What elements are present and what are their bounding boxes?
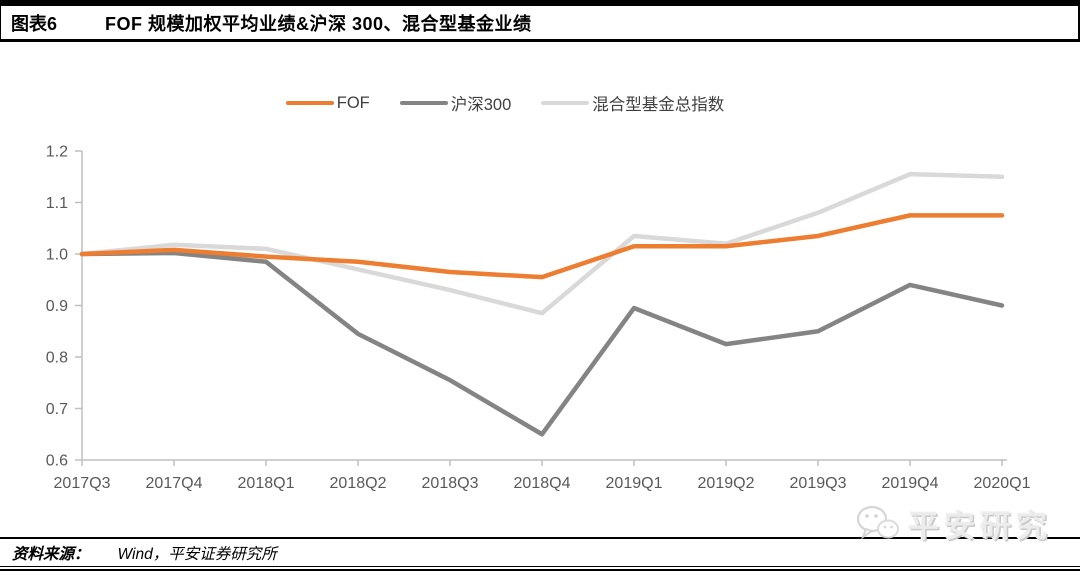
bottom-double-rule	[0, 566, 1080, 571]
watermark-text: 平安研究	[908, 509, 1052, 544]
figure-header: 图表6 FOF 规模加权平均业绩&沪深 300、混合型基金业绩	[0, 0, 1080, 42]
legend-label-hybrid: 混合型基金总指数	[592, 96, 725, 114]
legend-item-fof: FOF	[285, 93, 370, 113]
svg-text:2019Q3: 2019Q3	[790, 475, 847, 492]
svg-text:0.9: 0.9	[46, 298, 68, 315]
svg-text:0.6: 0.6	[46, 453, 68, 470]
source-label: 资料来源：	[12, 545, 90, 563]
legend-item-hybrid-index: 混合型基金总指数	[541, 91, 724, 115]
svg-text:2019Q2: 2019Q2	[698, 475, 755, 492]
svg-text:1.1: 1.1	[46, 195, 68, 212]
svg-text:2018Q2: 2018Q2	[330, 475, 387, 492]
svg-text:2017Q4: 2017Q4	[146, 475, 203, 492]
svg-text:2018Q4: 2018Q4	[514, 475, 571, 492]
svg-text:2019Q1: 2019Q1	[606, 475, 663, 492]
svg-text:0.8: 0.8	[46, 350, 68, 367]
svg-text:2019Q4: 2019Q4	[882, 475, 939, 492]
source-text: Wind，平安证券研究所	[117, 545, 277, 563]
performance-line-chart: 1.2 1.1 1.0 0.9 0.8 0.7 0.6 2017Q3 2017Q4 2018Q1 2…	[46, 144, 1031, 493]
legend-line-swatch-hybrid	[541, 100, 590, 106]
legend-item-hs300: 沪深300	[399, 91, 512, 115]
legend-label-hs300: 沪深300	[450, 96, 512, 114]
svg-text:2018Q1: 2018Q1	[238, 475, 295, 492]
figure-number-label: 图表6	[11, 13, 58, 34]
svg-text:2017Q3: 2017Q3	[54, 475, 111, 492]
svg-text:1.0: 1.0	[46, 247, 68, 264]
legend-line-swatch-hs300	[399, 100, 448, 106]
svg-text:0.7: 0.7	[46, 401, 68, 418]
svg-text:2020Q1: 2020Q1	[974, 475, 1031, 492]
wechat-icon	[856, 505, 899, 540]
watermark: 平安研究	[856, 501, 1052, 546]
svg-text:2018Q3: 2018Q3	[422, 475, 479, 492]
source-row: 资料来源： Wind，平安证券研究所	[0, 537, 1080, 566]
figure-title: FOF 规模加权平均业绩&沪深 300、混合型基金业绩	[105, 13, 532, 34]
chart-legend: FOF 沪深300 混合型基金总指数	[0, 90, 1010, 116]
legend-line-swatch-fof	[285, 100, 334, 106]
svg-text:1.2: 1.2	[46, 144, 68, 161]
legend-label-fof: FOF	[336, 93, 370, 112]
